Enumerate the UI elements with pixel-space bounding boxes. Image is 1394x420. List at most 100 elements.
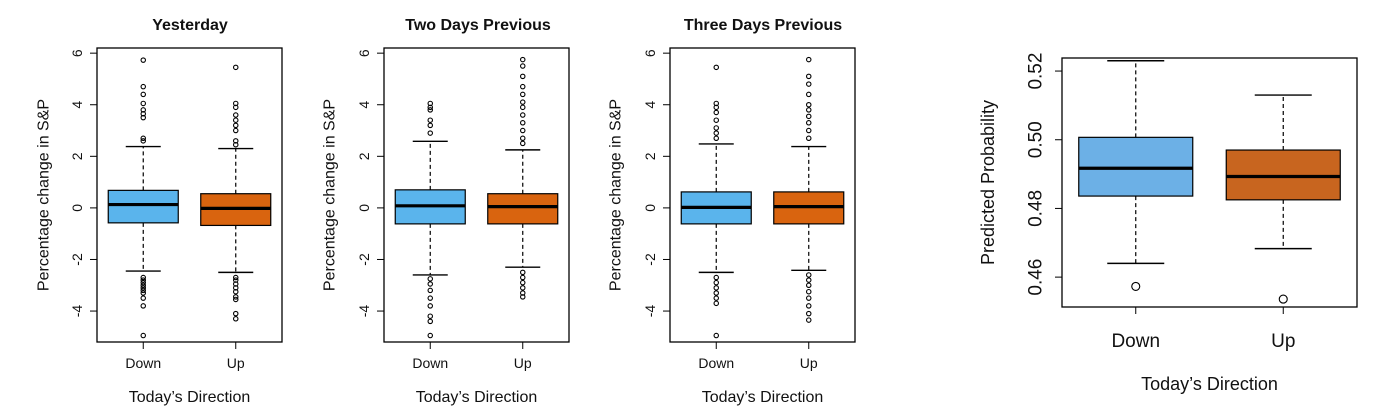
outlier-point [427,117,433,123]
y-tick-label: 2 [642,152,658,160]
x-axis-label: Today’s Direction [129,389,251,406]
outlier-point [140,114,147,121]
y-tick-label: 4 [356,101,372,109]
outlier-point [713,290,719,296]
outlier-point [233,117,239,123]
outlier-point [519,91,526,98]
y-tick-label: 0.50 [1026,121,1047,158]
outlier-point [233,294,239,300]
x-axis-label: Today’s Direction [1141,374,1278,394]
outlier-point [233,141,239,148]
outlier-point [519,140,526,147]
chart-title: Three Days Previous [684,17,842,34]
outlier-point [1278,294,1288,304]
outlier-point [519,274,526,281]
outlier-point [140,274,147,281]
outlier-point [233,274,239,281]
outlier-point [427,276,433,282]
outlier-point [140,138,147,144]
outlier-point [519,63,526,69]
y-tick-label: -2 [356,253,372,266]
outlier-point [713,104,719,111]
outlier-point [805,277,812,283]
outlier-point [519,127,526,134]
outlier-point [140,57,147,63]
outlier-point [233,112,239,118]
outlier-point [427,332,433,339]
y-tick-label: 0.48 [1026,190,1047,227]
y-tick-label: 6 [69,49,85,57]
outlier-point [805,113,812,120]
outlier-point [233,127,239,134]
plot-frame [96,47,283,343]
outlier-point [519,104,526,111]
outlier-point [713,279,719,286]
outlier-point [519,99,526,105]
y-axis-label: Predicted Probability [978,100,998,265]
outlier-point [233,316,239,322]
outlier-point [519,269,526,276]
y-tick-label: 4 [642,101,658,109]
outlier-point [427,313,433,319]
x-tick-label: Up [800,355,818,371]
outlier-point [519,285,526,291]
outlier-point [233,64,239,71]
outlier-point [805,107,812,113]
outlier-point [805,317,812,323]
outlier-point [1131,281,1141,291]
x-tick-label: Down [412,355,448,371]
outlier-point [713,285,719,291]
x-tick-label: Up [227,355,245,371]
outlier-point [140,279,147,286]
outlier-point [140,287,147,294]
y-tick-label: -2 [69,253,85,266]
outlier-point [233,296,239,303]
y-tick-label: 0.46 [1026,259,1047,296]
outlier-point [233,122,239,129]
outlier-point [427,287,433,294]
x-tick-label: Down [125,355,161,371]
outlier-point [805,303,812,309]
outlier-point [140,135,147,142]
x-tick-label: Up [1271,331,1295,352]
y-tick-label: 6 [642,49,658,57]
outlier-point [140,290,147,296]
outlier-point [805,135,812,142]
outlier-point [140,277,147,283]
outlier-point [713,109,719,116]
y-tick-label: 0 [356,204,372,212]
outlier-point [140,295,147,301]
y-tick-label: 4 [69,101,85,109]
outlier-point [805,101,812,108]
outlier-point [519,73,526,80]
y-tick-label: 0 [69,204,85,212]
outlier-point [805,91,812,98]
outlier-point [140,83,147,90]
outlier-point [427,318,433,325]
x-tick-label: Down [698,355,734,371]
outlier-point [805,81,812,87]
outlier-point [140,303,147,309]
y-tick-label: 6 [356,49,372,57]
outlier-point [805,120,812,126]
y-tick-label: -4 [69,305,85,318]
y-tick-label: -4 [356,305,372,318]
outlier-point [519,120,526,126]
outlier-point [427,281,433,287]
outlier-point [713,135,719,142]
outlier-point [713,295,719,301]
outlier-point [713,274,719,281]
y-tick-label: 2 [69,152,85,160]
x-tick-label: Up [514,355,532,371]
outlier-point [140,100,147,107]
y-tick-label: 0 [642,204,658,212]
x-axis-label: Today’s Direction [416,389,538,406]
y-tick-label: 0.52 [1026,53,1047,90]
outlier-point [713,130,719,136]
outlier-point [713,64,719,71]
box-iqr [487,193,559,225]
outlier-point [427,104,433,111]
outlier-point [519,279,526,286]
outlier-point [519,135,526,142]
